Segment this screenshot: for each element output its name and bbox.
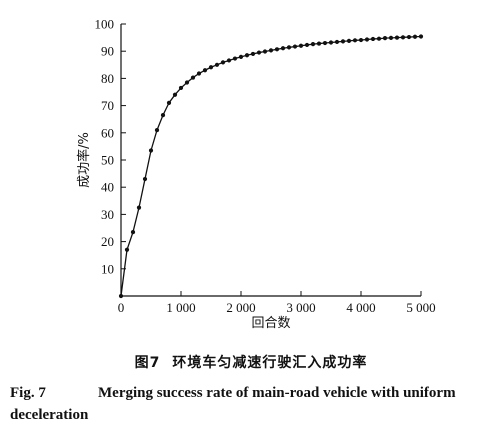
axes: [120, 24, 421, 297]
data-point: [262, 49, 268, 54]
caption-en-figure-number: Fig. 7: [10, 385, 46, 401]
caption-chinese: 图7 环境车匀减速行驶汇入成功率: [0, 352, 502, 372]
data-point: [400, 35, 406, 40]
data-point: [322, 40, 328, 46]
data-point: [370, 36, 376, 42]
data-point: [220, 60, 226, 65]
data-point: [238, 54, 244, 60]
data-point: [232, 56, 238, 61]
series-points: [118, 34, 424, 299]
data-point: [364, 37, 370, 42]
data-point: [154, 127, 160, 133]
y-tick-label: 50: [101, 153, 114, 168]
y-tick-label: 30: [101, 207, 114, 222]
data-point: [382, 36, 388, 41]
data-point: [190, 75, 196, 80]
data-point: [142, 176, 148, 182]
data-point: [136, 205, 142, 210]
data-point: [280, 46, 286, 51]
tick-labels: 0 1 000 2 000 3 000 4 000 5 000 10 20 30 40 50 60 70…: [95, 17, 436, 316]
data-point: [184, 80, 190, 85]
y-tick-label: 90: [101, 44, 114, 59]
data-point: [334, 39, 340, 45]
data-point: [160, 113, 166, 118]
data-point: [412, 34, 418, 39]
caption-en-title: Merging success rate of main-road vehicl…: [10, 385, 456, 423]
data-point: [346, 38, 352, 43]
y-tick-label: 100: [95, 17, 115, 32]
data-point: [202, 68, 208, 73]
x-tick-label: 4 000: [346, 300, 375, 315]
data-point: [196, 71, 202, 76]
data-point: [352, 38, 358, 43]
data-point: [166, 100, 172, 105]
y-tick-label: 80: [101, 71, 114, 86]
data-point: [358, 37, 364, 43]
data-point: [172, 92, 178, 97]
data-point: [250, 51, 256, 57]
data-point: [274, 47, 280, 52]
data-point: [304, 42, 310, 48]
data-point: [148, 148, 154, 153]
data-point: [316, 41, 322, 46]
data-point: [310, 42, 316, 47]
data-point: [214, 62, 220, 67]
data-point: [328, 40, 334, 45]
data-point: [406, 34, 412, 40]
x-tick-label: 2 000: [226, 300, 255, 315]
caption-english: Fig. 7 Merging success rate of main-road …: [10, 382, 498, 426]
y-tick-label: 40: [101, 180, 114, 195]
data-point: [124, 247, 130, 252]
data-point: [340, 39, 346, 44]
x-axis-title: 回合数: [251, 316, 290, 331]
data-point: [256, 50, 262, 55]
y-tick-label: 20: [101, 234, 114, 249]
ticks: [121, 23, 422, 296]
data-point: [286, 45, 292, 50]
y-tick-label: 70: [101, 98, 114, 113]
data-point: [292, 44, 298, 49]
x-tick-label: 1 000: [166, 300, 195, 315]
y-tick-label: 10: [101, 261, 114, 276]
y-tick-label: 60: [101, 125, 114, 140]
x-tick-label: 3 000: [286, 300, 315, 315]
series-line: [120, 35, 422, 297]
data-point: [130, 229, 136, 235]
data-point: [418, 34, 424, 39]
x-tick-label: 0: [118, 300, 125, 315]
success-rate-line-chart: 0 1 000 2 000 3 000 4 000 5 000 10 20 30 40 50 60 70…: [76, 17, 436, 332]
caption-cn-title: 环境车匀减速行驶汇入成功率: [172, 355, 368, 371]
data-point: [388, 35, 394, 40]
data-point: [208, 65, 214, 70]
data-point: [178, 85, 184, 91]
caption-cn-figure-number: 图7: [134, 355, 161, 371]
data-point: [394, 35, 400, 40]
data-point: [226, 58, 232, 63]
data-point: [268, 48, 274, 53]
data-point: [118, 293, 124, 299]
data-point: [244, 53, 250, 58]
data-point: [298, 43, 304, 48]
data-point: [376, 36, 382, 41]
x-tick-label: 5 000: [406, 300, 435, 315]
y-axis-title: 成功率/%: [76, 132, 92, 188]
